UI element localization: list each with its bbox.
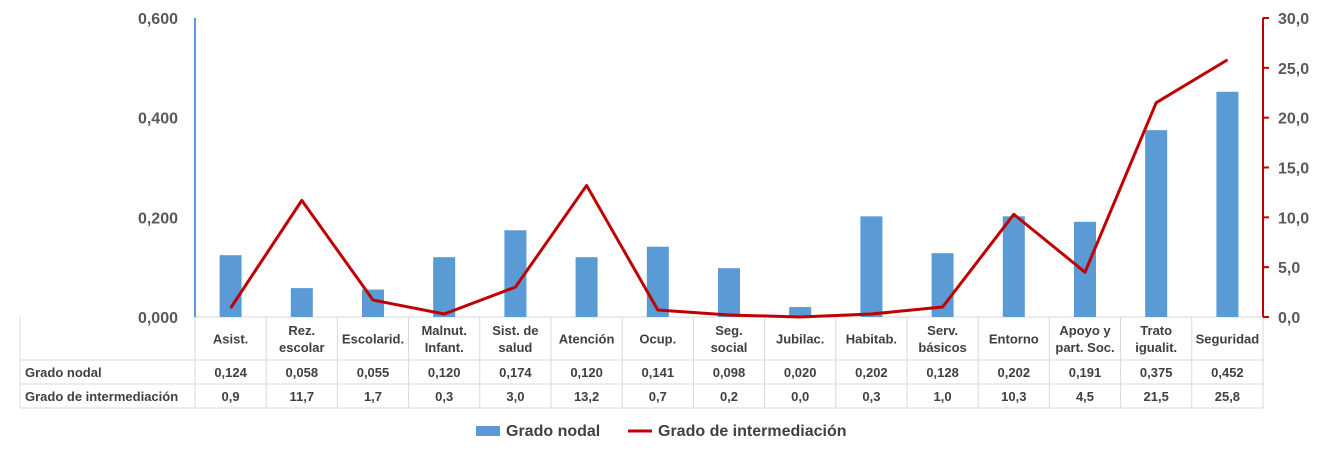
bar [646, 246, 669, 317]
table-labels: Asist. Rez. escolar Escolarid. Malnut. Infant… [25, 323, 1259, 404]
bar [433, 257, 456, 317]
line-point [586, 184, 588, 186]
table-cell-grado-nodal: 0,055 [357, 365, 390, 380]
category-label: Sist. de salud [492, 323, 538, 355]
category-label: Seg. social [711, 323, 748, 355]
line-point [1226, 59, 1228, 61]
bar [1145, 130, 1168, 317]
line-point [1155, 102, 1157, 104]
table-cell-grado-nodal: 0,452 [1211, 365, 1244, 380]
line-point [1084, 271, 1086, 273]
row-header-grado-nodal: Grado nodal [25, 365, 102, 380]
line-point [728, 314, 730, 316]
table-cell-grado-nodal: 0,120 [428, 365, 461, 380]
y-left-tick-label: 0,600 [138, 11, 178, 28]
y-right-tick-label: 15,0 [1278, 161, 1309, 178]
table-cell-grado-nodal: 0,020 [784, 365, 817, 380]
table-cell-grado-intermediacion: 10,3 [1001, 389, 1026, 404]
line-point [301, 199, 303, 201]
table-cell-grado-intermediacion: 0,3 [862, 389, 880, 404]
category-label: Escolarid. [342, 332, 404, 347]
row-header-grado-intermediacion: Grado de intermediación [25, 389, 178, 404]
category-label: Habitab. [846, 332, 897, 347]
bar [1216, 91, 1239, 318]
table-cell-grado-nodal: 0,202 [998, 365, 1031, 380]
table-cell-grado-intermediacion: 4,5 [1076, 389, 1094, 404]
category-label: Entorno [989, 332, 1039, 347]
table-cell-grado-nodal: 0,128 [926, 365, 959, 380]
table-cell-grado-intermediacion: 0,2 [720, 389, 738, 404]
bar [290, 288, 313, 317]
table-cell-grado-nodal: 0,202 [855, 365, 888, 380]
category-label: Seguridad [1196, 332, 1260, 347]
bar [504, 230, 527, 317]
table-cell-grado-intermediacion: 0,0 [791, 389, 809, 404]
category-label: Atención [559, 332, 615, 347]
table-cell-grado-nodal: 0,375 [1140, 365, 1173, 380]
table-cell-grado-intermediacion: 0,9 [222, 389, 240, 404]
line-point [942, 306, 944, 308]
line-point [230, 307, 232, 309]
line-point [372, 299, 374, 301]
y-right-tick-label: 30,0 [1278, 11, 1309, 28]
category-label: Malnut. Infant. [421, 323, 467, 355]
line-point [870, 313, 872, 315]
line-point [1013, 213, 1015, 215]
y-left-tick-label: 0,400 [138, 111, 178, 128]
category-label: Jubilac. [776, 332, 824, 347]
y-left-tick-label: 0,000 [138, 310, 178, 327]
table-cell-grado-nodal: 0,098 [713, 365, 746, 380]
table-cell-grado-intermediacion: 21,5 [1144, 389, 1169, 404]
line-point [443, 313, 445, 315]
category-label: Trato igualit. [1135, 323, 1177, 355]
category-label: Serv. básicos [918, 323, 966, 355]
legend-label-grado-intermediacion: Grado de intermediación [658, 423, 846, 440]
y-left-tick-label: 0,200 [138, 210, 178, 227]
table-cell-grado-nodal: 0,058 [286, 365, 319, 380]
y-right-tick-label: 0,0 [1278, 310, 1300, 327]
category-label: Asist. [213, 332, 248, 347]
legend-bar-swatch [476, 426, 500, 436]
line-point [514, 286, 516, 288]
table-cell-grado-nodal: 0,141 [642, 365, 675, 380]
bar [362, 289, 384, 317]
category-label: Rez. escolar [279, 323, 325, 355]
y-right-tick-label: 5,0 [1278, 260, 1300, 277]
table-cell-grado-intermediacion: 0,3 [435, 389, 453, 404]
table-cell-grado-intermediacion: 25,8 [1215, 389, 1240, 404]
bar [789, 307, 812, 317]
table-cell-grado-nodal: 0,174 [499, 365, 532, 380]
category-label: Ocup. [639, 332, 676, 347]
table-cell-grado-intermediacion: 13,2 [574, 389, 599, 404]
legend: Grado nodal Grado de intermediación [476, 423, 846, 440]
y-right-tick-label: 20,0 [1278, 111, 1309, 128]
table-cell-grado-intermediacion: 1,7 [364, 389, 382, 404]
table-cell-grado-intermediacion: 1,0 [934, 389, 952, 404]
bar [718, 268, 740, 317]
line-point [799, 316, 801, 318]
category-label: Apoyo y part. Soc. [1055, 323, 1114, 355]
legend-label-grado-nodal: Grado nodal [506, 423, 600, 440]
table-cell-grado-nodal: 0,120 [570, 365, 603, 380]
table-cell-grado-intermediacion: 0,7 [649, 389, 667, 404]
bar [575, 257, 598, 317]
table-cell-grado-nodal: 0,124 [214, 365, 247, 380]
axes: 0,000 0,200 0,400 0,600 0,0 5,0 10,0 15,0 20,0 25… [138, 11, 1309, 327]
table-cell-grado-intermediacion: 11,7 [290, 389, 315, 404]
y-right-tick-label: 25,0 [1278, 61, 1309, 78]
bar-series [219, 91, 1239, 318]
table-cell-grado-intermediacion: 3,0 [506, 389, 524, 404]
table-cell-grado-nodal: 0,191 [1069, 365, 1102, 380]
bar [860, 216, 883, 317]
bar [1002, 216, 1025, 317]
y-right-tick-label: 10,0 [1278, 210, 1309, 227]
line-point [657, 309, 659, 311]
line-series [229, 58, 1229, 319]
